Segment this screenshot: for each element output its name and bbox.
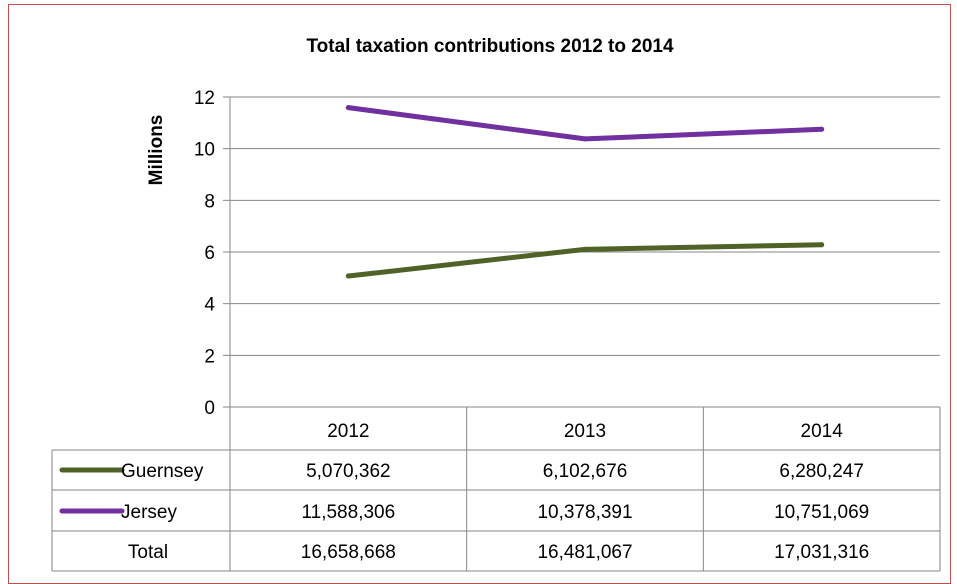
table-cell: 10,378,391 bbox=[537, 502, 632, 523]
data-point bbox=[345, 105, 351, 111]
y-tick-label: 4 bbox=[204, 295, 215, 316]
data-point bbox=[582, 246, 588, 252]
x-category-label: 2014 bbox=[801, 421, 844, 442]
series-line bbox=[345, 105, 825, 142]
table-cell: 11,588,306 bbox=[301, 502, 395, 523]
table-cell: 6,280,247 bbox=[779, 461, 864, 482]
x-category-label: 2013 bbox=[564, 421, 606, 442]
legend-label: Jersey bbox=[121, 502, 177, 523]
x-category-label: 2012 bbox=[327, 421, 369, 442]
y-tick-label: 2 bbox=[204, 346, 215, 367]
data-point bbox=[819, 126, 825, 132]
y-axis-label: Millions bbox=[146, 115, 167, 186]
chart-frame bbox=[8, 4, 951, 584]
table-cell: 16,658,668 bbox=[301, 542, 396, 563]
table-cell: 6,102,676 bbox=[543, 461, 628, 482]
data-point bbox=[819, 242, 825, 248]
table-cell: 10,751,069 bbox=[774, 502, 869, 523]
table-cell: 16,481,067 bbox=[537, 542, 632, 563]
chart-title: Total taxation contributions 2012 to 201… bbox=[306, 36, 673, 57]
y-tick-label: 12 bbox=[194, 88, 215, 109]
y-tick-label: 10 bbox=[194, 140, 215, 161]
table-cell: 5,070,362 bbox=[306, 461, 391, 482]
y-tick-label: 8 bbox=[204, 191, 215, 212]
data-point bbox=[582, 136, 588, 142]
row-label: Total bbox=[128, 542, 168, 563]
y-tick-label: 0 bbox=[204, 398, 215, 419]
legend-label: Guernsey bbox=[121, 461, 204, 482]
data-point bbox=[345, 273, 351, 279]
table-cell: 17,031,316 bbox=[774, 542, 869, 563]
y-tick-label: 6 bbox=[204, 243, 215, 264]
